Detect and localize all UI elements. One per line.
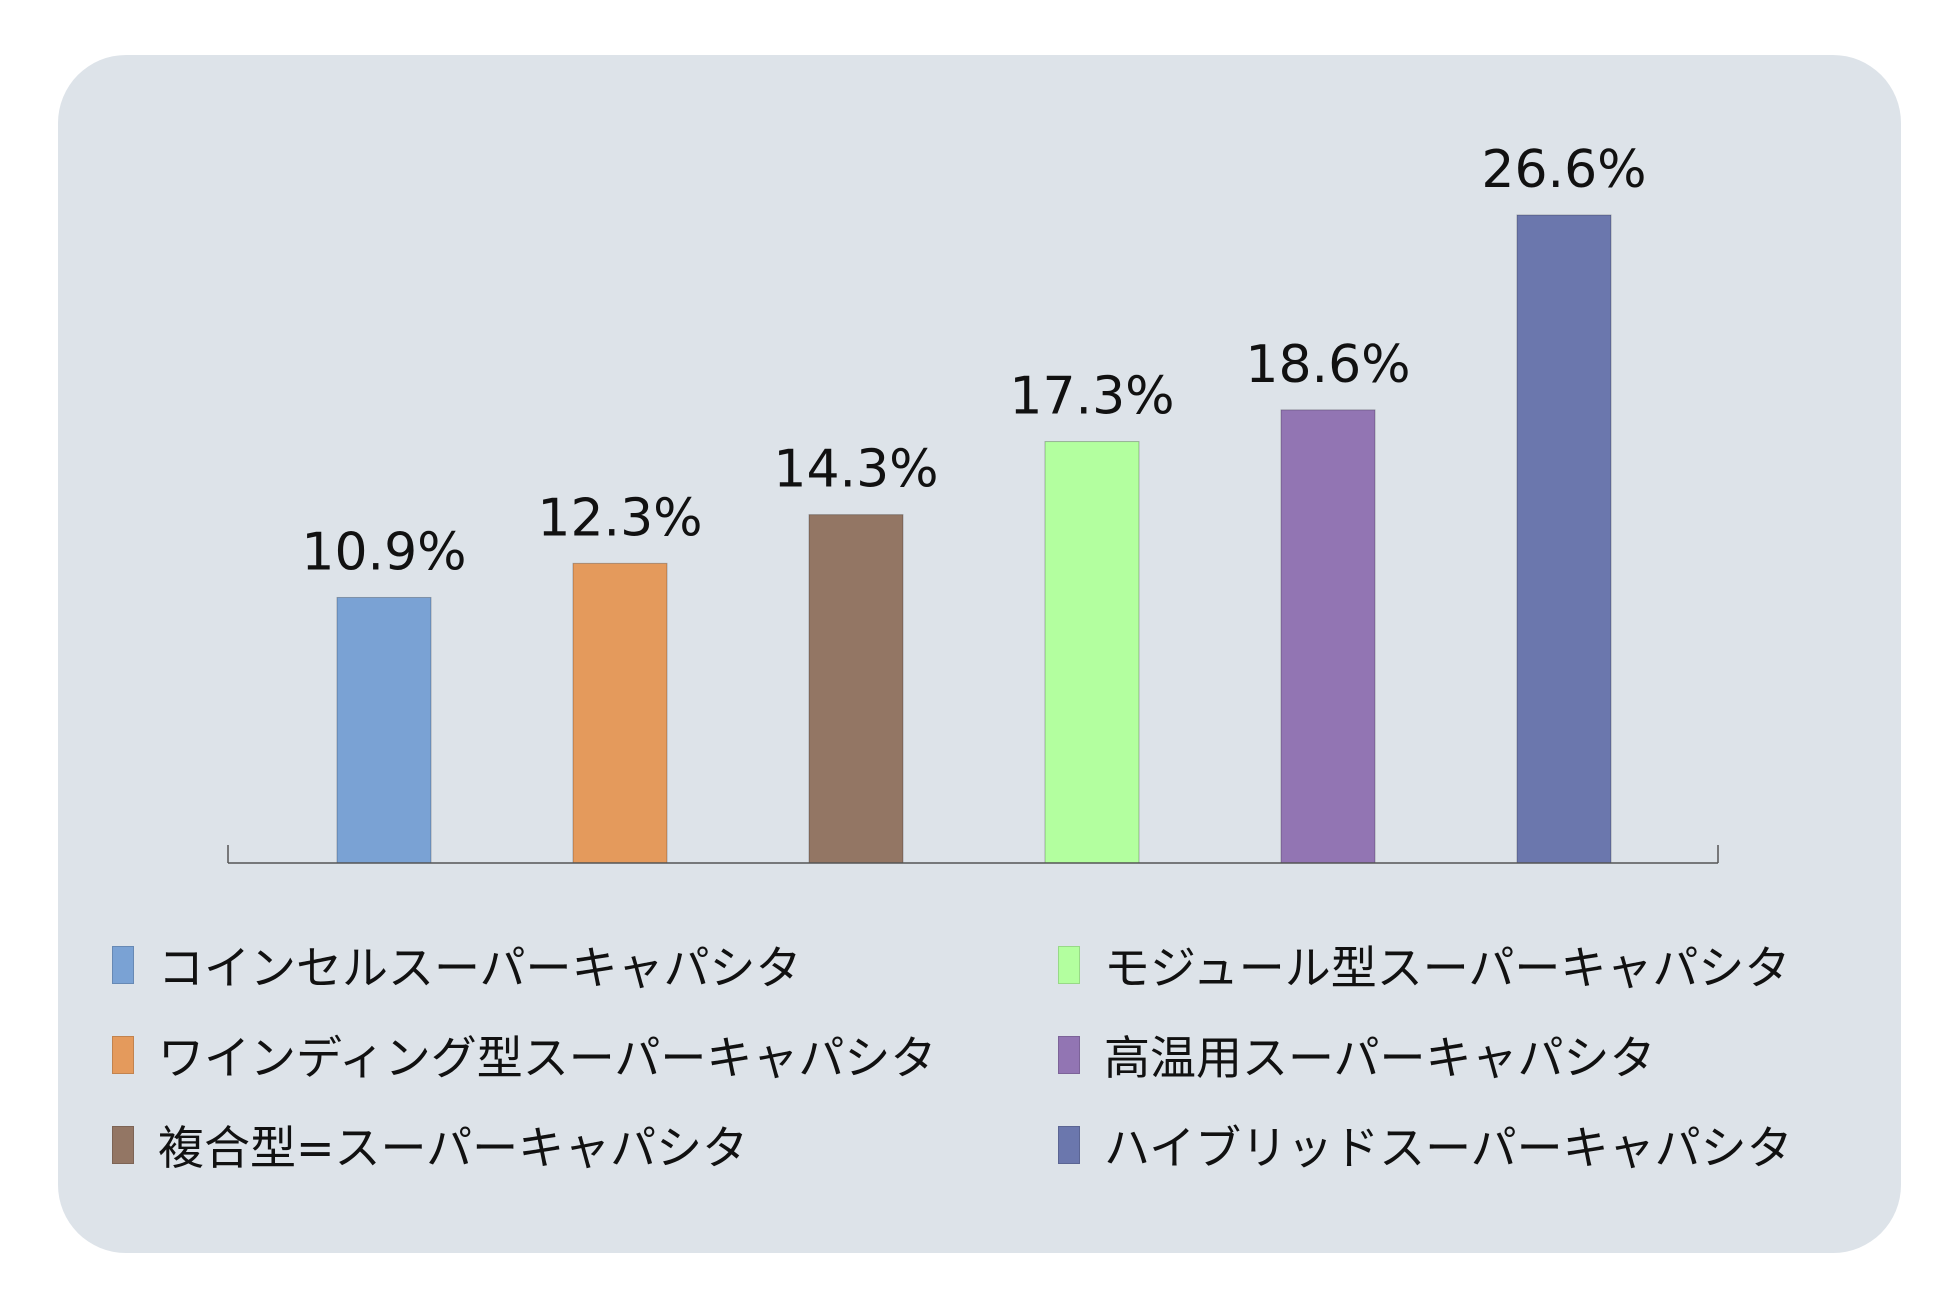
data-label-4: 18.6%	[1245, 335, 1410, 395]
data-label-1: 12.3%	[537, 488, 702, 548]
bar-3	[1044, 441, 1140, 864]
data-label-2: 14.3%	[773, 440, 938, 500]
bar-5	[1516, 214, 1612, 864]
bar-2	[808, 514, 904, 864]
data-label-0: 10.9%	[301, 522, 466, 582]
bar-4	[1280, 409, 1376, 864]
bar-1	[572, 562, 668, 864]
data-label-3: 17.3%	[1009, 367, 1174, 427]
data-label-5: 26.6%	[1481, 140, 1646, 200]
bar-0	[336, 596, 432, 864]
